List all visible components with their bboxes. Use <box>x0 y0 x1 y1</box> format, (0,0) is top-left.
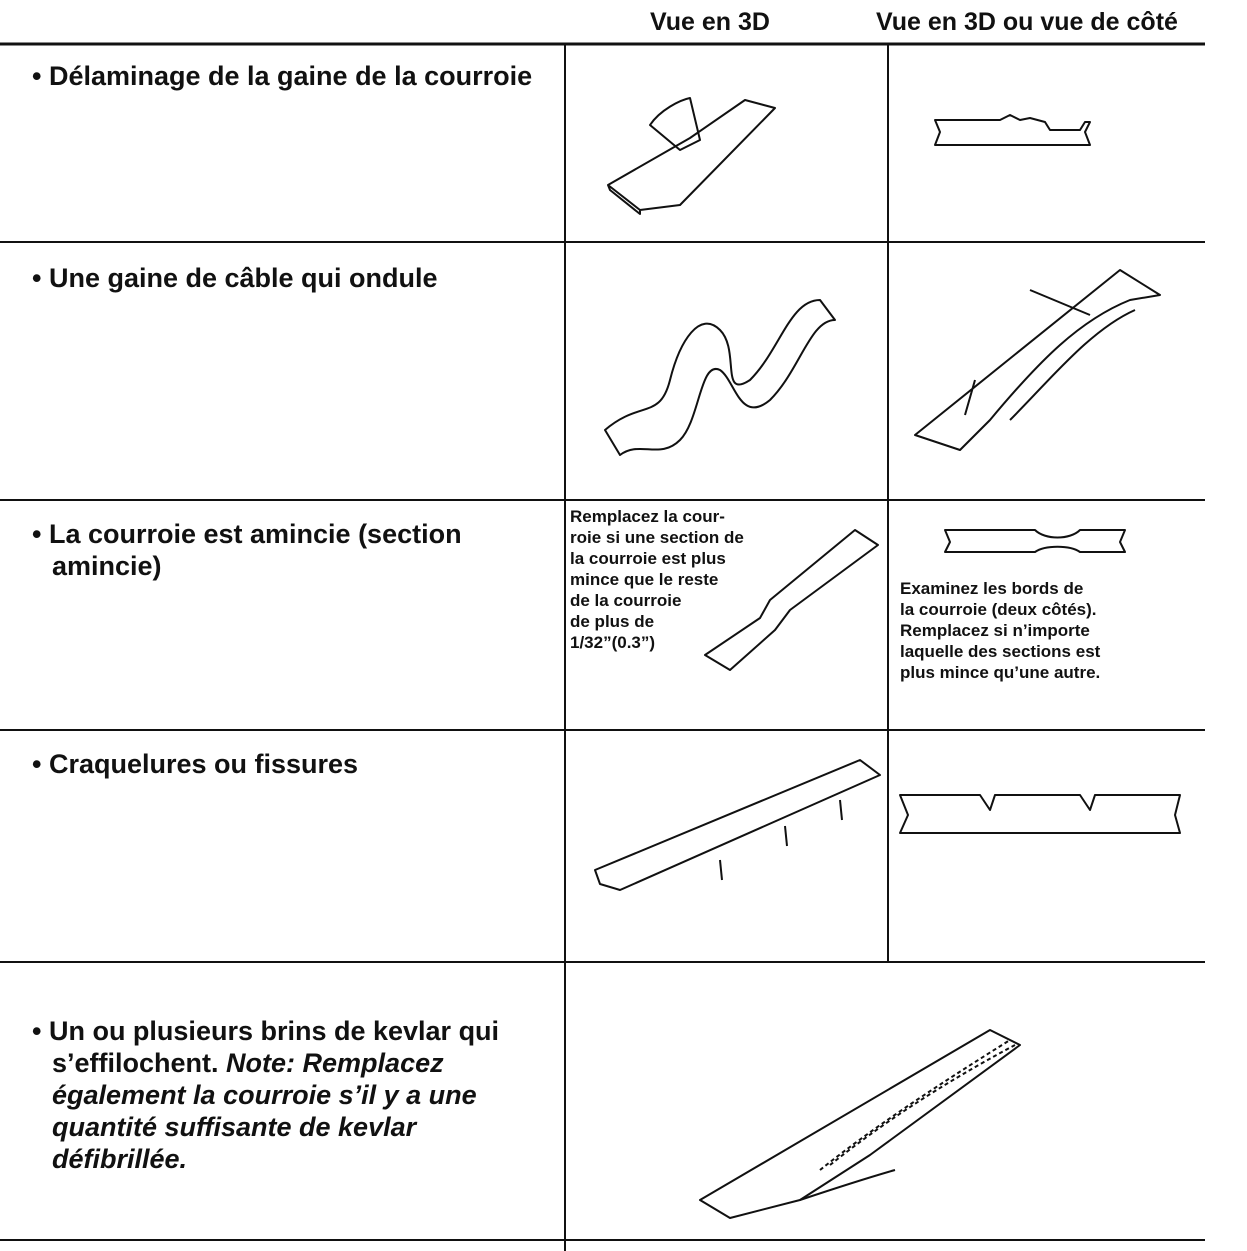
illustration <box>594 759 881 891</box>
illustration <box>604 299 836 456</box>
note-line: roie si une section de <box>570 528 744 547</box>
note-line: plus mince qu’une autre. <box>900 663 1101 682</box>
note-line: Examinez les bords de <box>900 579 1084 598</box>
illustration <box>699 1029 1021 1219</box>
note-line: 1/32”(0.3”) <box>570 633 656 652</box>
row-label: • Un ou plusieurs brins de kevlar qui s’… <box>32 1015 552 1175</box>
illustration <box>944 529 1126 553</box>
note-line: mince que le reste <box>570 570 719 589</box>
label-note: Note: Remplacez également la courroie s’… <box>52 1048 477 1174</box>
illustration <box>607 97 776 215</box>
note-line: la courroie est plus <box>570 549 726 568</box>
note-line: Remplacez si n’importe <box>900 621 1090 640</box>
illustration <box>914 269 1161 451</box>
column-header: Vue en 3D ou vue de côté <box>876 8 1178 36</box>
illustration <box>899 794 1181 834</box>
note-line: Remplacez la cour- <box>570 507 725 526</box>
row-label: • Une gaine de câble qui ondule <box>32 263 438 293</box>
note: Remplacez la cour-roie si une section de… <box>570 506 744 653</box>
note-line: de plus de <box>570 612 655 631</box>
label-text: • Un ou plusieurs brins de kevlar qui s’… <box>32 1016 500 1078</box>
note: Examinez les bords de la courroie (deux c… <box>900 578 1100 683</box>
note-line: de la courroie <box>570 591 682 610</box>
column-header: Vue en 3D <box>650 8 770 36</box>
illustration <box>799 1169 896 1201</box>
row-label: • Délaminage de la gaine de la courroie <box>32 61 533 91</box>
illustration <box>934 114 1091 146</box>
note-line: laquelle des sections est <box>900 642 1101 661</box>
row-label: • Craquelures ou fissures <box>32 749 359 779</box>
row-label: • La courroie est amincie (section aminc… <box>32 519 462 581</box>
illustration <box>704 529 879 671</box>
note-line: la courroie (deux côtés). <box>900 600 1097 619</box>
illustration <box>819 1039 1016 1171</box>
